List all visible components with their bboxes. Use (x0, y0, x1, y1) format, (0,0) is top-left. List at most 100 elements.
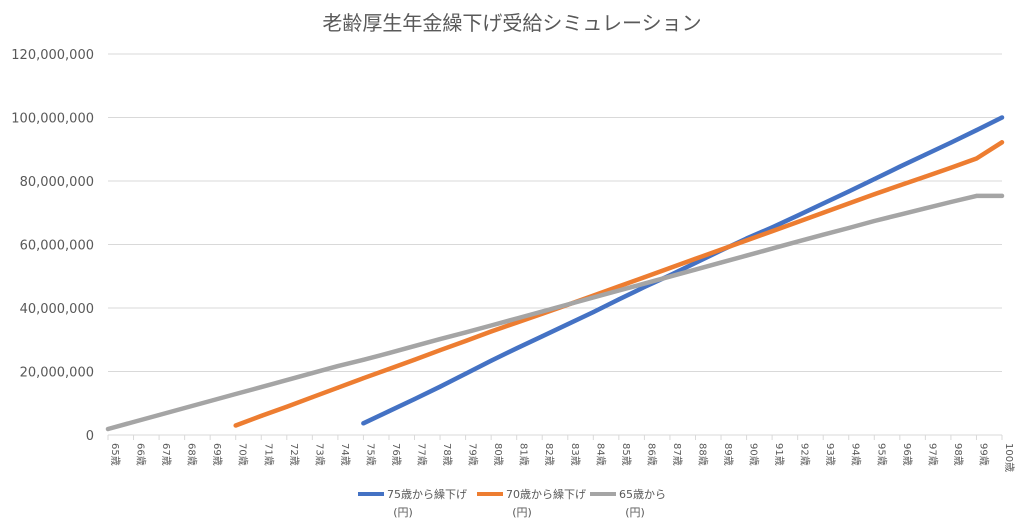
legend-label: 75歳から繰下げ (387, 487, 467, 501)
data-point (361, 376, 366, 381)
y-tick-label: 80,000,000 (20, 175, 94, 190)
data-point (208, 399, 213, 404)
data-point (795, 213, 800, 218)
x-tick-label: 89歳 (722, 443, 734, 466)
series-line (361, 115, 1005, 426)
data-point (335, 364, 340, 369)
data-point (616, 284, 621, 289)
data-point (770, 225, 775, 230)
y-tick-label: 120,000,000 (11, 48, 94, 63)
y-tick-label: 20,000,000 (20, 366, 94, 381)
x-tick-label: 71歳 (262, 443, 274, 466)
x-tick-label: 80歳 (492, 443, 504, 466)
x-tick-label: 99歳 (977, 443, 989, 466)
data-point (489, 358, 494, 363)
x-tick-label: 100歳 (1003, 443, 1015, 472)
x-tick-label: 88歳 (696, 443, 708, 466)
x-tick-label: 81歳 (518, 443, 530, 466)
data-point (514, 320, 519, 325)
data-point (310, 395, 315, 400)
legend-unit: (円) (625, 506, 645, 519)
data-point (591, 310, 596, 315)
x-tick-label: 83歳 (569, 443, 581, 466)
data-point (106, 426, 110, 431)
legend-label: 65歳から (619, 488, 666, 501)
data-point (642, 275, 647, 280)
chart-title: 老齢厚生年金繰下げ受給シミュレーション (322, 11, 701, 35)
data-point (872, 177, 877, 182)
legend-unit: (円) (512, 506, 532, 519)
data-point (131, 419, 136, 424)
data-point (846, 189, 851, 194)
x-tick-label: 65歳 (109, 443, 121, 466)
data-point (335, 385, 340, 390)
x-tick-label: 94歳 (850, 443, 862, 466)
data-point (667, 274, 672, 279)
data-point (948, 165, 953, 170)
x-tick-label: 67歳 (160, 443, 172, 466)
data-point (974, 128, 979, 133)
data-point (719, 247, 724, 252)
data-point (872, 219, 877, 224)
data-point (438, 384, 443, 389)
data-point (923, 206, 928, 211)
legend: 75歳から繰下げ (円) 70歳から繰下げ (円) 65歳から (円) (358, 487, 666, 519)
data-point (872, 192, 877, 197)
x-tick-label: 75歳 (364, 443, 376, 466)
data-point (591, 295, 596, 300)
x-tick-label: 84歳 (594, 443, 606, 466)
legend-label: 70歳から繰下げ (506, 487, 586, 501)
data-point (386, 366, 391, 371)
data-point (923, 174, 928, 179)
data-point (719, 260, 724, 265)
data-point (974, 156, 979, 161)
x-tick-label: 95歳 (875, 443, 887, 466)
data-point (667, 265, 672, 270)
data-point (821, 232, 826, 237)
data-point (1000, 115, 1004, 120)
data-point (693, 256, 698, 261)
data-point (412, 344, 417, 349)
data-point (897, 164, 902, 169)
data-point (795, 239, 800, 244)
data-point (693, 267, 698, 272)
data-point (259, 413, 264, 418)
x-tick-label: 87歳 (671, 443, 683, 466)
data-point (923, 152, 928, 157)
data-point (1000, 193, 1004, 198)
x-tick-label: 82歳 (543, 443, 555, 466)
x-tick-label: 73歳 (313, 443, 325, 466)
legend-unit: (円) (393, 506, 413, 519)
y-axis: 0 20,000,000 40,000,000 60,000,000 80,000,00… (11, 48, 94, 444)
data-point (361, 357, 366, 362)
data-point (514, 346, 519, 351)
data-point (821, 210, 826, 215)
data-point (846, 201, 851, 206)
data-point (310, 371, 315, 376)
x-tick-label: 69歳 (211, 443, 223, 466)
data-point (412, 357, 417, 362)
data-point (489, 329, 494, 334)
data-point (846, 225, 851, 230)
grid (108, 53, 1002, 436)
x-tick-label: 79歳 (467, 443, 479, 466)
data-point (795, 219, 800, 224)
data-point (386, 351, 391, 356)
series-lines (105, 115, 1005, 432)
x-tick-label: 66歳 (135, 443, 147, 466)
x-tick-label: 76歳 (390, 443, 402, 466)
x-tick-label: 98歳 (952, 443, 964, 466)
x-tick-label: 93歳 (824, 443, 836, 466)
data-point (412, 397, 417, 402)
data-point (157, 412, 162, 417)
data-point (616, 297, 621, 302)
series-line (233, 140, 1005, 428)
x-tick-label: 91歳 (773, 443, 785, 466)
data-point (489, 323, 494, 328)
data-point (770, 229, 775, 234)
data-point (284, 378, 289, 383)
data-point (233, 423, 238, 428)
y-tick-label: 100,000,000 (11, 112, 94, 127)
data-point (233, 392, 238, 397)
